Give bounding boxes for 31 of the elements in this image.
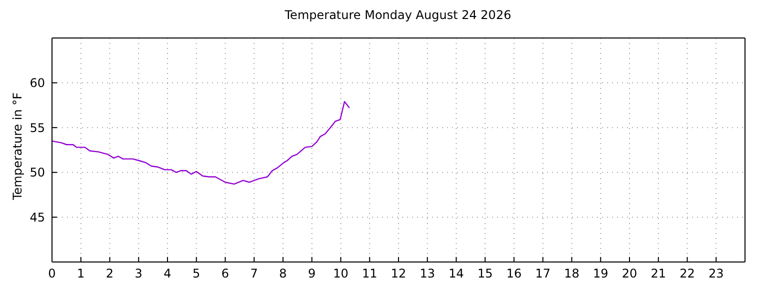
y-tick-label: 55 (30, 120, 45, 135)
x-tick-label: 10 (333, 266, 348, 281)
y-tick-label: 45 (30, 210, 45, 224)
y-axis-title: Temperature in °F (10, 92, 24, 201)
x-tick-label: 20 (622, 266, 638, 281)
x-tick-label: 1 (77, 266, 85, 281)
x-tick-label: 21 (650, 266, 666, 281)
y-tick-label: 60 (30, 76, 45, 90)
x-tick-label: 12 (390, 266, 406, 281)
x-tick-label: 17 (535, 266, 551, 281)
chart-title: Temperature Monday August 24 2026 (284, 8, 512, 24)
x-tick-label: 4 (164, 266, 172, 281)
x-tick-label: 11 (362, 266, 378, 281)
x-tick-label: 13 (420, 266, 436, 281)
x-tick-label: 6 (221, 266, 230, 281)
x-tick-label: 16 (506, 266, 522, 281)
x-tick-label: 9 (308, 266, 316, 281)
y-tick-label: 50 (30, 166, 45, 180)
x-tick-label: 5 (192, 266, 200, 281)
x-tick-label: 14 (448, 266, 464, 281)
x-tick-label: 22 (680, 266, 695, 281)
x-tick-label: 19 (592, 266, 608, 281)
x-tick-label: 8 (279, 266, 287, 281)
x-tick-label: 2 (106, 266, 114, 281)
x-tick-label: 18 (564, 266, 580, 281)
line-series (52, 101, 350, 185)
x-tick-label: 15 (477, 266, 493, 281)
x-tick-label: 3 (134, 266, 142, 281)
x-tick-label: 0 (48, 266, 56, 281)
x-tick-label: 23 (708, 266, 724, 281)
x-tick-label: 7 (250, 266, 258, 281)
